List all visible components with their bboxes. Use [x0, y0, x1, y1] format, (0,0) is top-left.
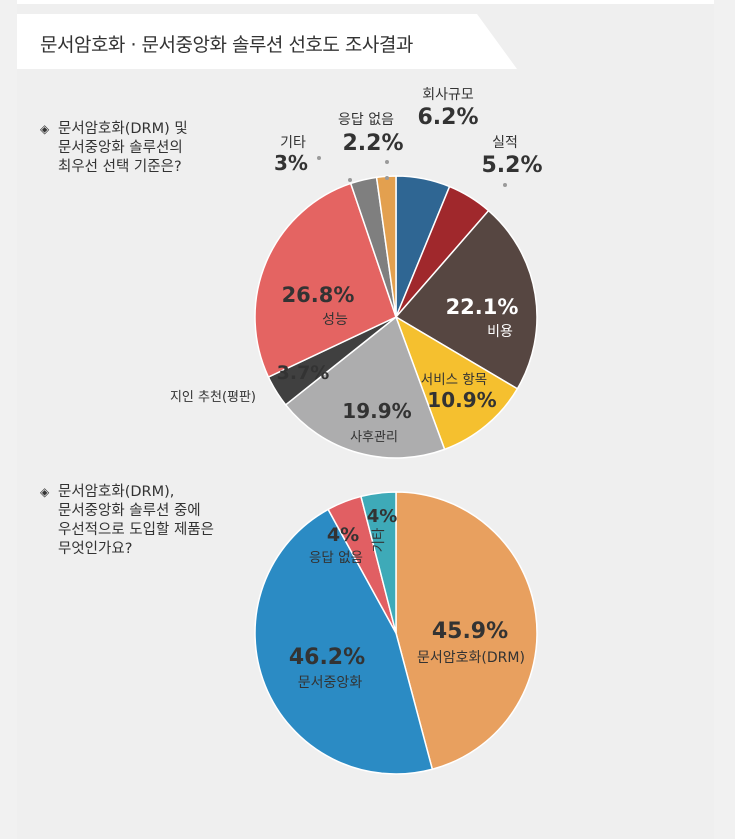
data-label-category: 문서중앙화 — [298, 675, 363, 691]
leader-dot — [317, 156, 321, 160]
diamond-bullet-icon: ◈ — [40, 122, 50, 136]
data-label-category: 기타 — [371, 527, 387, 552]
data-label-category: 사후관리 — [350, 430, 398, 445]
title-banner — [17, 14, 517, 69]
pie-slice — [394, 315, 519, 451]
pie-slice — [254, 508, 434, 775]
data-label-value: 4% — [327, 524, 359, 546]
data-label-value: 26.8% — [282, 283, 355, 307]
data-label-value: 3% — [274, 151, 308, 175]
leader-dot — [385, 176, 389, 180]
data-label-value: 3.7% — [277, 362, 330, 384]
pie-slice — [395, 491, 538, 771]
data-label-category: 응답 없음 — [338, 112, 394, 128]
data-label-value: 10.9% — [427, 388, 496, 412]
diamond-bullet-icon: ◈ — [40, 485, 50, 499]
pie-slice — [254, 182, 397, 379]
data-label-value: 4% — [367, 506, 398, 527]
question-2-line-4: 무엇인가요? — [58, 541, 133, 557]
leader-dot — [385, 160, 389, 164]
question-2-line-2: 문서중앙화 솔루션 중에 — [58, 503, 201, 519]
question-1-line-3: 최우선 선택 기준은? — [58, 159, 182, 175]
pie-slice — [284, 315, 446, 459]
top-strip — [17, 0, 714, 4]
data-label-category: 회사규모 — [422, 87, 474, 103]
data-label-category: 서비스 항목 — [421, 372, 487, 388]
question-1: ◈ 문서암호화(DRM) 및 문서중앙화 솔루션의 최우선 선택 기준은? — [40, 120, 188, 177]
data-label-category: 응답 없음 — [309, 550, 363, 566]
pie-chart-1: 6.2% 회사규모 5.2% 실적 22.1% 비용 10.9%서비스 항목 19.9% 사후관… — [170, 87, 543, 459]
page-title: 문서암호화 · 문서중앙화 솔루션 선호도 조사결과 — [40, 34, 413, 56]
data-label-value: 45.9% — [432, 619, 508, 644]
data-label-value: 46.2% — [289, 645, 365, 670]
pie-slice — [360, 491, 397, 634]
question-1-line-2: 문서중앙화 솔루션의 — [58, 140, 183, 156]
data-label-category: 기타 — [280, 135, 306, 151]
question-2-line-3: 우선적으로 도입할 제품은 — [58, 522, 214, 538]
data-label-value: 22.1% — [446, 295, 519, 319]
data-label-value: 6.2% — [417, 105, 478, 130]
question-2-line-1: 문서암호화(DRM), — [58, 484, 175, 500]
question-2: ◈ 문서암호화(DRM), 문서중앙화 솔루션 중에 우선적으로 도입할 제품은 … — [40, 483, 214, 559]
data-label-category: 성능 — [322, 312, 348, 328]
data-label-value: 2.2% — [342, 131, 403, 156]
leader-dot — [348, 178, 352, 182]
data-label-value: 5.2% — [481, 153, 542, 178]
data-label-category: 실적 — [492, 135, 518, 151]
pie-slice — [394, 209, 538, 390]
data-label-category: 지인 추천(평판) — [170, 390, 256, 405]
leader-dot — [503, 183, 507, 187]
question-1-line-1: 문서암호화(DRM) 및 — [58, 121, 188, 137]
data-label-category: 비용 — [487, 324, 513, 340]
data-label-category: 문서암호화(DRM) — [417, 650, 525, 666]
data-label-value: 19.9% — [342, 399, 411, 423]
